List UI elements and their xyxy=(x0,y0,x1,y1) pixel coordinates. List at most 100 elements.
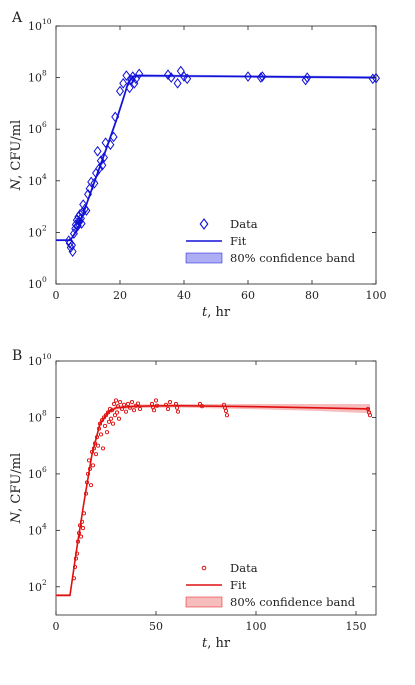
data-point xyxy=(114,410,120,415)
data-point xyxy=(154,403,160,408)
x-tick-label: 150 xyxy=(346,620,367,633)
data-point xyxy=(224,413,230,418)
data-point xyxy=(79,199,88,210)
data-point xyxy=(100,446,106,451)
data-point xyxy=(94,435,100,440)
y-tick-exponent: 8 xyxy=(42,69,47,78)
data-point xyxy=(106,139,115,151)
fit-line xyxy=(56,404,371,597)
data-point xyxy=(95,163,104,174)
data-point xyxy=(197,401,203,407)
data-point xyxy=(85,183,94,194)
data-point xyxy=(164,69,172,80)
x-tick-label: 50 xyxy=(149,620,163,633)
data-point xyxy=(68,246,77,257)
data-point xyxy=(122,70,131,81)
x-tick-label: 20 xyxy=(113,289,127,302)
data-point xyxy=(95,443,101,448)
panel-b-x-axis-label: t, hr xyxy=(202,636,231,651)
data-point xyxy=(113,398,119,403)
y-tick-label: 10 xyxy=(28,355,42,368)
data-point xyxy=(85,471,91,476)
panel-b-legend-band-label: 80% confidence band xyxy=(230,595,356,609)
data-point xyxy=(119,406,125,411)
data-point xyxy=(76,531,82,536)
data-point xyxy=(199,404,205,409)
panel-b-y-axis-symbol: N xyxy=(9,511,24,524)
data-point xyxy=(223,408,229,413)
data-point xyxy=(167,72,176,83)
data-point xyxy=(76,209,84,220)
x-tick-label: 100 xyxy=(246,620,267,633)
panel-a-y-axis-symbol: N xyxy=(9,178,24,191)
y-tick-exponent: 2 xyxy=(42,223,47,232)
data-point xyxy=(111,401,117,407)
data-point xyxy=(258,71,267,82)
data-point xyxy=(66,242,75,253)
panel-b-fit-line xyxy=(56,404,371,597)
data-point xyxy=(96,155,105,167)
data-point xyxy=(103,413,109,418)
data-point xyxy=(89,449,95,454)
y-tick-label: 10 xyxy=(28,72,42,85)
data-point xyxy=(93,452,99,457)
data-point xyxy=(151,408,157,413)
data-point xyxy=(125,82,134,94)
data-point xyxy=(106,419,112,424)
panel-a-legend-data-label: Data xyxy=(230,217,258,231)
data-point xyxy=(81,511,87,516)
y-tick-exponent: 6 xyxy=(42,120,47,129)
data-point xyxy=(102,423,108,428)
data-point xyxy=(77,218,86,229)
panel-b-legend-band-symbol xyxy=(185,596,223,608)
data-point xyxy=(101,137,110,149)
data-point xyxy=(125,401,131,407)
data-point xyxy=(76,213,85,224)
panel-a-y-axis-label: N, CFU/ml xyxy=(9,120,24,191)
data-point xyxy=(72,565,78,570)
panel-b-plot-area xyxy=(55,360,377,616)
data-point xyxy=(93,145,102,157)
data-point xyxy=(96,426,102,431)
panel-a-plot-area xyxy=(55,25,377,285)
data-point xyxy=(165,406,171,411)
x-tick-label: 40 xyxy=(177,289,191,302)
data-point xyxy=(73,556,79,561)
data-point xyxy=(116,416,122,421)
data-point xyxy=(303,72,312,83)
data-point xyxy=(244,71,252,82)
y-tick-label: 10 xyxy=(28,278,42,291)
panel-b-y-axis-label: N, CFU/ml xyxy=(9,453,24,524)
data-point xyxy=(135,68,144,80)
data-point xyxy=(173,401,179,407)
data-point xyxy=(82,205,91,216)
data-point xyxy=(175,409,181,414)
data-point xyxy=(372,72,380,84)
data-point xyxy=(97,421,103,426)
panel-b-label: B xyxy=(12,348,22,364)
panel-a-label: A xyxy=(11,10,23,26)
data-point xyxy=(98,432,104,437)
data-point xyxy=(173,77,182,89)
data-point xyxy=(100,152,108,163)
x-tick-label: 0 xyxy=(53,289,60,302)
data-point xyxy=(83,491,89,496)
panel-b-legend-fit-label: Fit xyxy=(230,578,247,592)
data-point xyxy=(256,72,265,83)
panel-a-legend-data-symbol xyxy=(199,218,209,230)
data-point xyxy=(109,131,118,143)
panel-a-x-axis-label: t, hr xyxy=(202,305,231,320)
data-point xyxy=(98,159,107,171)
data-point xyxy=(131,408,137,413)
y-tick-label: 10 xyxy=(28,175,42,188)
data-point xyxy=(65,237,74,249)
y-tick-exponent: 10 xyxy=(42,352,52,361)
panel-a-x-axis-symbol: t xyxy=(202,305,208,320)
panel-a-x-axis-unit: , hr xyxy=(207,305,231,320)
y-tick-label: 10 xyxy=(28,581,42,594)
data-point xyxy=(129,400,135,405)
data-point xyxy=(176,65,185,77)
data-point xyxy=(72,214,81,226)
